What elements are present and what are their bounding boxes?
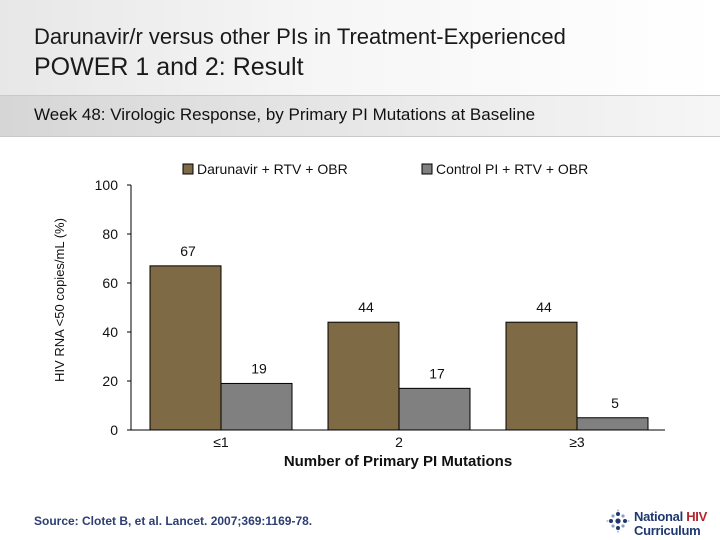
control-bar (398, 387, 471, 431)
control-bar (220, 382, 293, 431)
logo-text-line-1: National HIV (634, 509, 707, 524)
x-category-label: 2 (395, 434, 403, 450)
national-hiv-curriculum-logo: National HIV Curriculum (606, 507, 716, 539)
bar-value-label: 5 (611, 395, 619, 411)
title-header: Darunavir/r versus other PIs in Treatmen… (0, 0, 720, 95)
x-category-label: ≥3 (569, 434, 585, 450)
bar-value-label: 17 (429, 365, 445, 381)
darunavir-bar (327, 321, 400, 431)
title-line-2: POWER 1 and 2: Result (34, 53, 304, 81)
x-axis-label: Number of Primary PI Mutations (284, 453, 512, 470)
y-axis-label: HIV RNA <50 copies/mL (%) (52, 218, 67, 382)
y-tick-label: 20 (102, 373, 118, 389)
bar-chart: 0 20 40 60 80 100 HIV RNA <50 copies/mL (%) 67 1… (52, 161, 665, 470)
y-tick-label: 40 (102, 324, 118, 340)
logo-word-national: National (634, 509, 683, 524)
legend-swatch (421, 163, 433, 175)
bar-value-label: 44 (536, 299, 552, 315)
logo-dots-icon (606, 509, 630, 533)
logo-text-line-2: Curriculum (634, 523, 701, 538)
y-tick-label: 0 (110, 422, 118, 438)
logo-word-hiv: HIV (686, 509, 707, 524)
bar-value-label: 44 (358, 299, 374, 315)
legend-label: Darunavir + RTV + OBR (197, 161, 348, 177)
legend-swatch (182, 163, 194, 175)
x-category-label: ≤1 (213, 434, 229, 450)
subtitle-bar: Week 48: Virologic Response, by Primary … (0, 95, 720, 137)
chart-subtitle: Week 48: Virologic Response, by Primary … (34, 105, 536, 124)
y-tick-label: 80 (102, 226, 118, 242)
bar-value-label: 67 (180, 243, 196, 259)
bar-value-label: 19 (251, 360, 267, 376)
y-tick-label: 100 (95, 177, 119, 193)
darunavir-bar (149, 265, 222, 431)
control-bar (576, 417, 649, 431)
y-tick-label: 60 (102, 275, 118, 291)
darunavir-bar (505, 321, 578, 431)
source-citation: Source: Clotet B, et al. Lancet. 2007;36… (34, 514, 313, 528)
legend-label: Control PI + RTV + OBR (436, 161, 588, 177)
title-line-1: Darunavir/r versus other PIs in Treatmen… (34, 24, 566, 49)
